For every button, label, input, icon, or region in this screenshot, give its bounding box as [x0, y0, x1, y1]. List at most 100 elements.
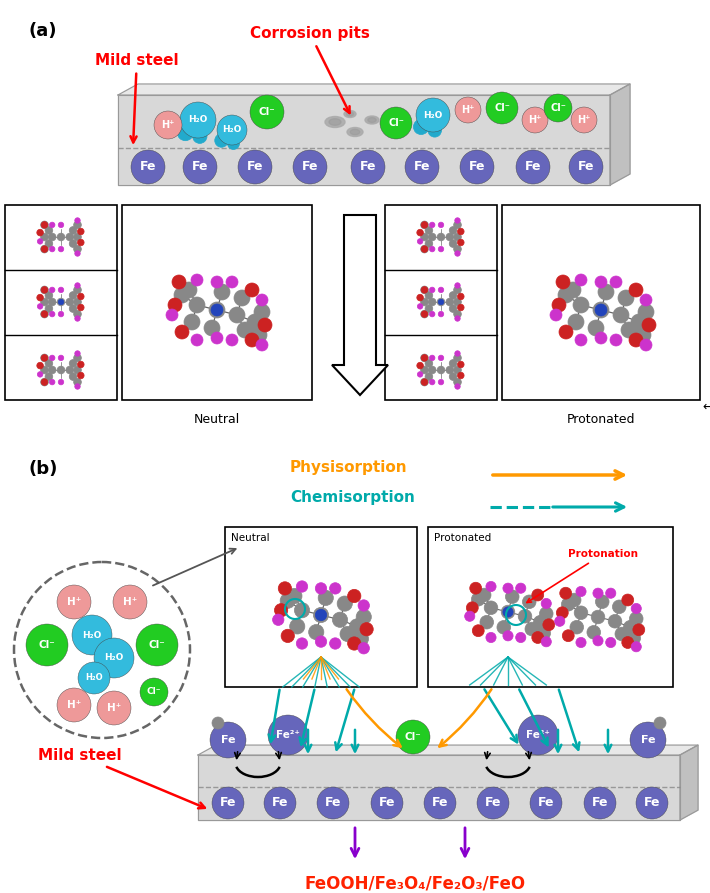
Circle shape [172, 275, 186, 289]
Circle shape [454, 246, 462, 253]
Text: Fe: Fe [140, 161, 156, 173]
Circle shape [537, 627, 550, 640]
Circle shape [503, 607, 513, 617]
Circle shape [315, 583, 327, 594]
Circle shape [454, 283, 460, 288]
Circle shape [40, 221, 48, 229]
Circle shape [454, 316, 460, 321]
Circle shape [654, 717, 666, 729]
Circle shape [518, 715, 558, 755]
Text: Fe: Fe [432, 797, 448, 809]
Circle shape [576, 587, 586, 597]
Text: Cl⁻: Cl⁻ [405, 732, 421, 742]
Circle shape [454, 384, 460, 389]
Circle shape [438, 222, 444, 228]
Circle shape [174, 287, 190, 303]
Circle shape [638, 304, 654, 320]
Circle shape [74, 379, 82, 386]
Circle shape [74, 354, 82, 362]
Circle shape [251, 327, 267, 343]
Circle shape [94, 638, 134, 678]
Circle shape [168, 298, 182, 312]
Circle shape [250, 95, 284, 129]
Text: Fe²⁺: Fe²⁺ [276, 730, 300, 740]
Circle shape [629, 333, 643, 347]
Circle shape [477, 787, 509, 819]
Circle shape [191, 274, 203, 286]
Circle shape [50, 355, 55, 361]
Circle shape [75, 251, 80, 256]
Circle shape [296, 580, 307, 592]
Circle shape [640, 294, 652, 306]
Circle shape [629, 283, 643, 297]
Text: Fe: Fe [485, 797, 501, 809]
Circle shape [425, 291, 433, 299]
Circle shape [191, 334, 203, 346]
Text: H⁺: H⁺ [528, 115, 542, 125]
Circle shape [556, 275, 570, 289]
Circle shape [454, 310, 462, 318]
Circle shape [438, 355, 444, 361]
Circle shape [41, 355, 48, 361]
Circle shape [438, 299, 444, 305]
Text: H₂O: H₂O [423, 111, 443, 120]
Circle shape [131, 150, 165, 184]
Circle shape [416, 98, 450, 132]
Circle shape [430, 246, 435, 252]
Circle shape [38, 304, 43, 309]
Circle shape [540, 607, 553, 621]
Circle shape [214, 134, 228, 147]
Text: Mild steel: Mild steel [95, 53, 179, 142]
Circle shape [438, 312, 444, 317]
Circle shape [296, 638, 307, 649]
Circle shape [464, 611, 475, 622]
Circle shape [417, 371, 423, 377]
Circle shape [593, 588, 603, 598]
Circle shape [354, 631, 368, 647]
Circle shape [593, 302, 609, 318]
Circle shape [430, 288, 435, 293]
Circle shape [636, 787, 668, 819]
Circle shape [40, 354, 48, 362]
Circle shape [48, 233, 56, 241]
Circle shape [523, 595, 536, 609]
Circle shape [438, 288, 444, 293]
Text: Cl⁻: Cl⁻ [148, 640, 165, 650]
Circle shape [457, 372, 464, 379]
Circle shape [575, 274, 587, 286]
Circle shape [226, 334, 238, 346]
Text: Fe: Fe [272, 797, 288, 809]
Circle shape [58, 222, 64, 228]
Circle shape [567, 593, 581, 607]
Circle shape [281, 630, 295, 643]
Circle shape [425, 360, 433, 367]
Circle shape [50, 288, 55, 293]
Circle shape [449, 360, 457, 367]
Circle shape [555, 616, 565, 626]
Circle shape [57, 585, 91, 619]
Polygon shape [118, 95, 610, 185]
Circle shape [417, 230, 423, 236]
Circle shape [430, 355, 435, 361]
Circle shape [57, 688, 91, 722]
Circle shape [574, 606, 588, 620]
Polygon shape [610, 84, 630, 185]
Circle shape [457, 229, 464, 235]
Circle shape [210, 722, 246, 758]
Text: Fe²⁺: Fe²⁺ [526, 730, 550, 740]
Circle shape [613, 307, 629, 323]
Circle shape [40, 379, 48, 386]
Circle shape [340, 626, 355, 641]
Circle shape [613, 600, 626, 613]
Ellipse shape [329, 119, 341, 125]
Circle shape [57, 298, 65, 305]
Circle shape [425, 305, 433, 313]
Circle shape [40, 246, 48, 253]
Circle shape [631, 642, 641, 652]
Circle shape [595, 304, 607, 316]
Circle shape [209, 302, 225, 318]
Text: Fe: Fe [591, 797, 608, 809]
Circle shape [420, 366, 428, 374]
Text: Fe: Fe [378, 797, 395, 809]
Circle shape [587, 625, 601, 639]
